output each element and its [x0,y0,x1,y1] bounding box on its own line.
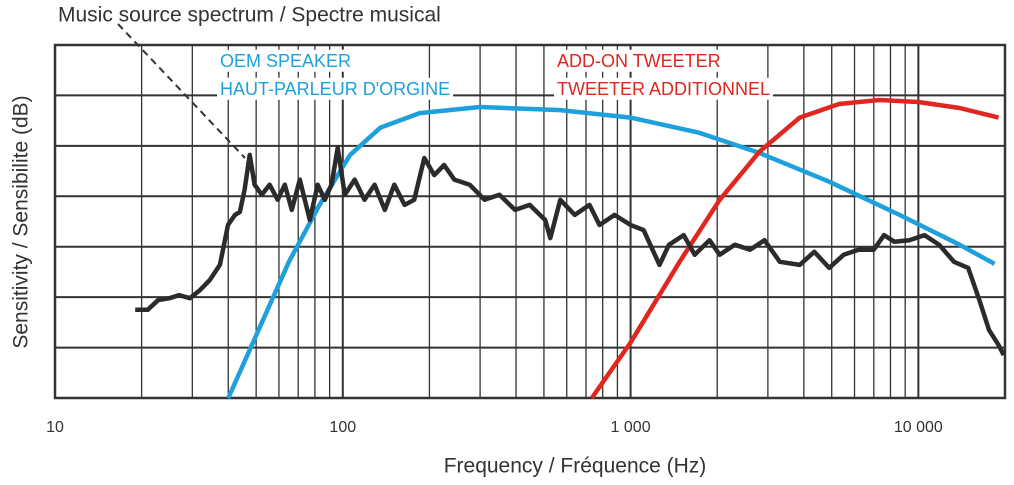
label-background [554,49,724,72]
x-tick-label: 100 [329,419,356,436]
series-line [226,104,996,399]
series-label: HAUT-PARLEUR D'ORGINE [220,79,450,99]
grid [54,45,1005,398]
plot-frame [53,43,1007,400]
label-background [554,77,774,100]
chart-title: Music source spectrum / Spectre musical [58,4,441,27]
label-background [217,49,355,72]
series-line [135,145,1006,357]
x-tick-label: 10 [46,419,64,436]
series-label: OEM SPEAKER [220,51,351,71]
y-axis-label: Sensitivity / Sensibilite (dB) [10,95,33,348]
x-tick-label: 10 000 [894,419,943,436]
label-background [217,77,454,100]
x-tick-label: 1 000 [611,419,651,436]
series-label: TWEETER ADDITIONNEL [557,79,770,99]
series-label: ADD-ON TWEETER [557,51,721,71]
series-line [589,97,1000,400]
pointer-line [117,23,246,159]
x-axis-label: Frequency / Fréquence (Hz) [444,455,707,478]
